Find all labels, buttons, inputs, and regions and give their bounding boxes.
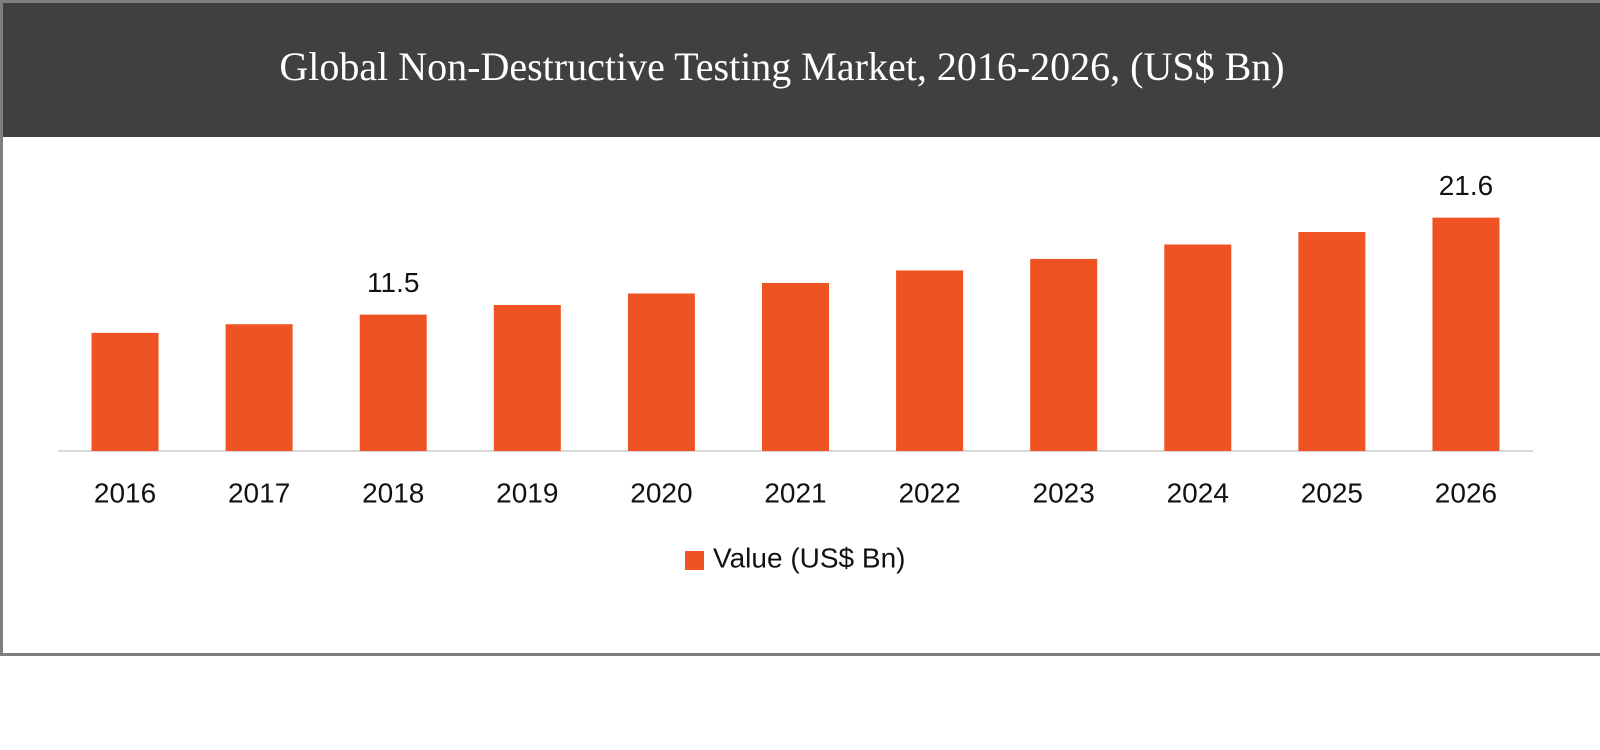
x-tick-label: 2022 [898,477,960,508]
x-tick-label: 2020 [630,477,692,508]
data-label: 21.6 [1439,170,1494,201]
x-tick-label: 2025 [1301,477,1363,508]
data-label: 11.5 [367,267,419,298]
bar [762,282,829,451]
bar [1432,217,1500,451]
title-bar [3,3,1600,137]
x-tick-label: 2023 [1033,477,1095,508]
bar [359,314,427,451]
x-tick-label: 2021 [764,477,826,508]
bar [1164,244,1232,451]
x-tick-label: 2018 [362,477,424,508]
bar [627,293,695,451]
x-tick-label: 2017 [228,477,290,508]
chart-title: Global Non-Destructive Testing Market, 2… [279,44,1284,89]
bar [1030,258,1098,451]
x-tick-label: 2016 [94,477,156,508]
bar [91,332,159,451]
bar [225,324,293,451]
x-tick-label: 2024 [1167,477,1229,508]
legend-swatch [685,551,704,570]
legend-label: Value (US$ Bn) [713,542,905,573]
x-tick-label: 2026 [1435,477,1497,508]
x-tick-label: 2019 [496,477,558,508]
bar [896,270,964,451]
bar [493,305,561,451]
bar [1298,232,1366,451]
